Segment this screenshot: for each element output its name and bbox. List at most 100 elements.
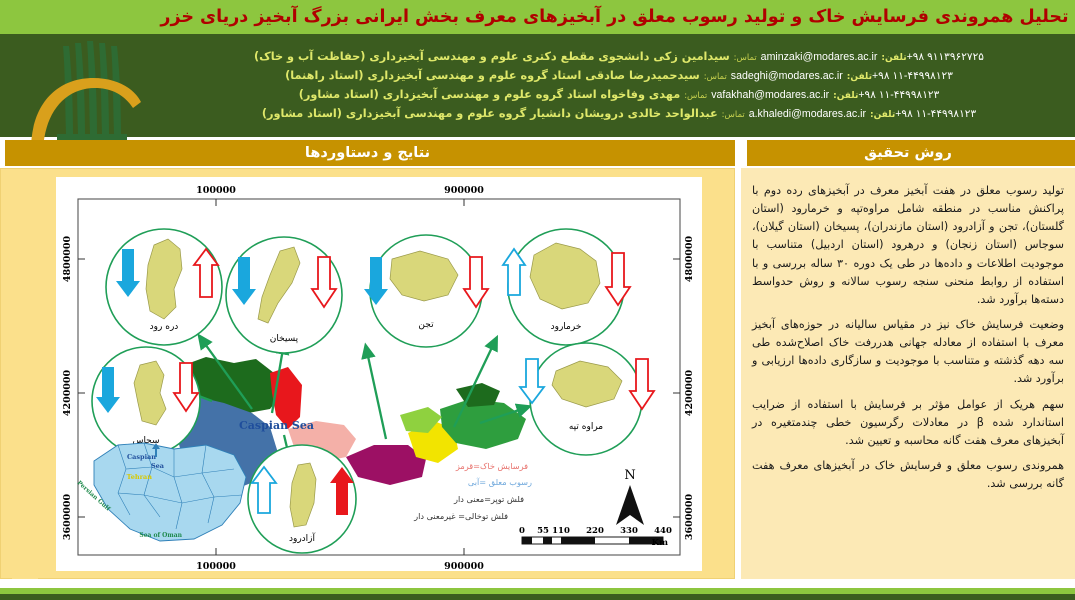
map-y-tick-label: 4800000 <box>62 235 73 282</box>
watershed-shape <box>529 242 601 310</box>
arrow-erosion-down-hollow <box>172 362 200 413</box>
author-line: +۹۸ ۱۱-۴۴۹۹۸۱۲۳تلفن: vafakhah@modares.ac… <box>169 86 1069 104</box>
author-phone-label: تلفن: <box>846 72 872 83</box>
watershed-callout-pasikhan: پسیخان <box>225 236 343 354</box>
arrow-erosion-down-hollow <box>462 256 490 309</box>
inset-label-sea: Sea <box>151 462 165 470</box>
arrow-sediment-up-hollow <box>501 247 527 296</box>
author-band: +۹۸ ۹۱۱۳۹۶۲۷۲۵تلفن: aminzaki@modares.ac.… <box>0 34 1075 170</box>
watershed-callout-sojas: سجاس <box>91 346 201 456</box>
footer-accent-block <box>12 520 38 580</box>
basin-polygon-magenta <box>346 445 426 485</box>
watershed-shape <box>289 462 317 528</box>
map-y-tick-label: 3600000 <box>62 493 73 540</box>
map-figure: 100000 900000 100000 900000 4800000 4200… <box>56 177 702 572</box>
watershed-name: مراوه تپه <box>569 422 603 432</box>
scale-unit-label: Km <box>652 538 668 548</box>
watershed-callout-maravehtappeh: مراوه تپه <box>518 342 656 456</box>
basin-polygon-lightgreen <box>400 407 442 433</box>
watershed-shape <box>145 238 183 320</box>
arrow-erosion-down-hollow <box>628 358 656 411</box>
map-x-tick-label: 100000 <box>196 185 236 196</box>
author-line: +۹۸ ۱۱-۴۴۹۹۸۱۲۳تلفن: sadeghi@modares.ac.… <box>169 67 1069 85</box>
legend-item-solid-arrow: فلش توپر=معنی دار <box>453 494 524 504</box>
author-list: +۹۸ ۹۱۱۳۹۶۲۷۲۵تلفن: aminzaki@modares.ac.… <box>169 36 1069 135</box>
watershed-name: خرمارود <box>551 322 582 332</box>
scale-tick-label: 440 <box>654 526 672 536</box>
scale-tick-label: 220 <box>586 526 604 536</box>
arrow-sediment-down-hollow <box>518 358 546 405</box>
author-phone-label: تلفن: <box>881 53 907 64</box>
author-phone: +۹۸ ۱۱-۴۴۹۹۸۱۲۳ <box>895 107 977 120</box>
author-name-role: مهدی وفاخواه استاد گروه علوم و مهندسی آب… <box>298 88 681 101</box>
north-arrow-label: N <box>624 468 635 483</box>
author-email[interactable]: a.khaledi@modares.ac.ir <box>748 107 867 120</box>
arrow-sediment-down-solid <box>96 367 120 413</box>
watershed-name: دره رود <box>150 322 179 332</box>
author-contact-label: تماس: <box>684 91 708 101</box>
caspian-sea-label: Caspian Sea <box>239 419 314 432</box>
watershed-name: پسیخان <box>270 334 299 344</box>
arrow-sediment-down-solid <box>116 249 140 297</box>
author-line: +۹۸ ۹۱۱۳۹۶۲۷۲۵تلفن: aminzaki@modares.ac.… <box>169 48 1069 66</box>
watershed-name: آزادرود <box>289 532 316 544</box>
author-email[interactable]: vafakhah@modares.ac.ir <box>711 89 830 101</box>
scale-tick-label: 55 <box>537 526 549 536</box>
author-name-role: سیدامین زکی دانشجوی مقطع دکتری علوم و مه… <box>254 50 730 64</box>
inset-label-caspian: Caspian <box>127 453 156 461</box>
map-y-tick-label: 3600000 <box>684 493 695 540</box>
arrow-erosion-down-hollow <box>310 256 338 309</box>
arrow-erosion-up-hollow <box>192 247 220 298</box>
watershed-shape <box>389 250 459 302</box>
map-x-tick-label: 900000 <box>444 185 484 196</box>
page-title: تحلیل همروندی فرسایش خاک و تولید رسوب مع… <box>160 7 1069 27</box>
watershed-shape <box>257 246 301 324</box>
author-contact-label: تماس: <box>733 53 757 64</box>
inset-label-sea-of-oman: Sea of Oman <box>139 532 182 539</box>
author-email[interactable]: sadeghi@modares.ac.ir <box>730 70 843 83</box>
watershed-callout-tajan: تجن <box>364 234 490 348</box>
legend-item-sediment: رسوب معلق =آبی <box>468 477 532 487</box>
author-phone: +۹۸ ۱۱-۴۴۹۹۸۱۲۳ <box>871 70 953 83</box>
map-y-tick-label: 4200000 <box>62 369 73 416</box>
method-header-label: روش تحقیق <box>864 145 952 161</box>
results-section-header: نتایج و دستاوردها <box>0 140 735 166</box>
watershed-callout-khormarud: خرمارود <box>501 228 632 346</box>
footer-dark-band <box>0 594 1075 600</box>
results-panel: 100000 900000 100000 900000 4800000 4200… <box>0 168 735 579</box>
watershed-name: تجن <box>418 320 434 330</box>
watershed-name: سجاس <box>132 436 159 446</box>
arrow-sediment-up-hollow <box>250 465 278 514</box>
map-x-tick-label: 900000 <box>444 561 484 571</box>
map-x-tick-label: 100000 <box>196 561 236 571</box>
author-email[interactable]: aminzaki@modares.ac.ir <box>760 51 878 64</box>
method-paragraph: تولید رسوب معلق در هفت آبخیز معرف در آبخ… <box>752 184 1064 306</box>
author-phone: +۹۸ ۹۱۱۳۹۶۲۷۲۵ <box>906 51 984 64</box>
north-arrow-icon <box>616 485 644 525</box>
arrow-erosion-down-hollow <box>604 252 632 307</box>
author-line: +۹۸ ۱۱-۴۴۹۹۸۱۲۳تلفن: a.khaledi@modares.a… <box>169 105 1069 123</box>
method-panel: تولید رسوب معلق در هفت آبخیز معرف در آبخ… <box>741 168 1075 579</box>
map-legend: فرسایش خاک=قرمز رسوب معلق =آبی فلش توپر=… <box>413 461 532 521</box>
map-frame-border <box>77 198 681 556</box>
inset-label-tehran: Tehran <box>127 473 153 481</box>
poster-title-band: تحلیل همروندی فرسایش خاک و تولید رسوب مع… <box>0 0 1075 34</box>
author-contact-label: تماس: <box>703 72 727 83</box>
method-paragraph: همروندی رسوب معلق و فرسایش خاک در آبخیزه… <box>752 458 1064 491</box>
scale-tick-label: 0 <box>519 526 525 536</box>
arrow-erosion-up-solid <box>330 467 354 515</box>
north-arrow: N <box>616 468 644 525</box>
arrow-sediment-down-solid <box>364 257 388 305</box>
watershed-callout-azadrud: آزادرود <box>247 444 357 554</box>
legend-item-hollow-arrow: فلش توخالی= غیرمعنی دار <box>413 511 508 521</box>
author-phone-label: تلفن: <box>869 109 896 120</box>
results-header-label: نتایج و دستاوردها <box>304 145 431 161</box>
author-contact-label: تماس: <box>721 109 745 120</box>
watershed-map-svg: 100000 900000 100000 900000 4800000 4200… <box>56 177 702 572</box>
author-phone: +۹۸ ۱۱-۴۴۹۹۸۱۲۳ <box>858 89 940 101</box>
watershed-shape <box>133 360 167 426</box>
author-name-role: سیدحمیدرضا صادقی استاد گروه علوم و مهندس… <box>285 69 700 83</box>
watershed-shape <box>551 360 623 408</box>
scale-bar: 0 55 110 220 330 440 Km <box>519 526 672 548</box>
